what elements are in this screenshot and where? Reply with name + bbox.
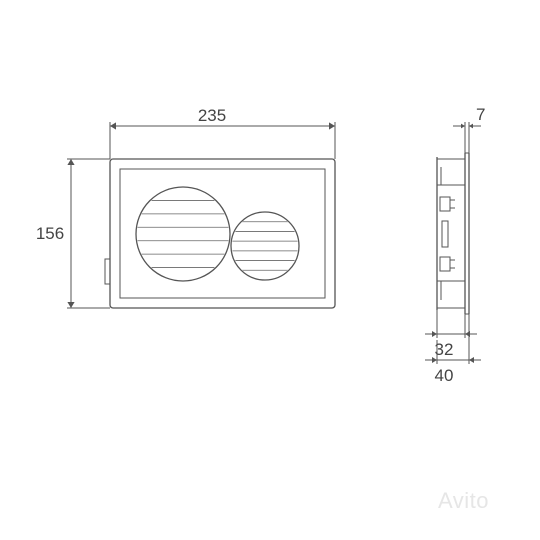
front-view (105, 159, 335, 308)
svg-text:156: 156 (36, 224, 64, 243)
svg-text:40: 40 (435, 366, 454, 385)
side-view (437, 153, 469, 314)
watermark: Avito (438, 488, 489, 513)
svg-text:7: 7 (476, 105, 485, 124)
svg-text:235: 235 (198, 106, 226, 125)
